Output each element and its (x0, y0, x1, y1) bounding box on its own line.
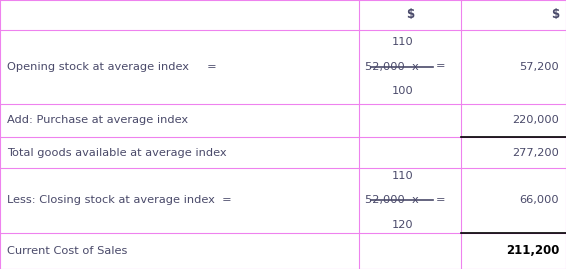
Text: Add: Purchase at average index: Add: Purchase at average index (7, 115, 188, 125)
Text: 110: 110 (391, 37, 413, 47)
Text: $: $ (551, 8, 559, 21)
Text: 66,000: 66,000 (520, 195, 559, 206)
Text: =: = (436, 62, 445, 72)
Text: 100: 100 (391, 86, 413, 96)
Text: Opening stock at average index     =: Opening stock at average index = (7, 62, 216, 72)
Text: 52,000  x: 52,000 x (365, 195, 419, 206)
Text: 211,200: 211,200 (506, 244, 559, 257)
Text: 110: 110 (391, 171, 413, 181)
Text: Total goods available at average index: Total goods available at average index (7, 148, 226, 158)
Text: $: $ (406, 8, 414, 21)
Text: Current Cost of Sales: Current Cost of Sales (7, 246, 127, 256)
Text: 120: 120 (391, 220, 413, 230)
Text: 52,000  x: 52,000 x (365, 62, 419, 72)
Text: 220,000: 220,000 (512, 115, 559, 125)
Text: =: = (436, 195, 445, 206)
Text: 277,200: 277,200 (512, 148, 559, 158)
Text: Less: Closing stock at average index  =: Less: Closing stock at average index = (7, 195, 231, 206)
Text: 57,200: 57,200 (520, 62, 559, 72)
